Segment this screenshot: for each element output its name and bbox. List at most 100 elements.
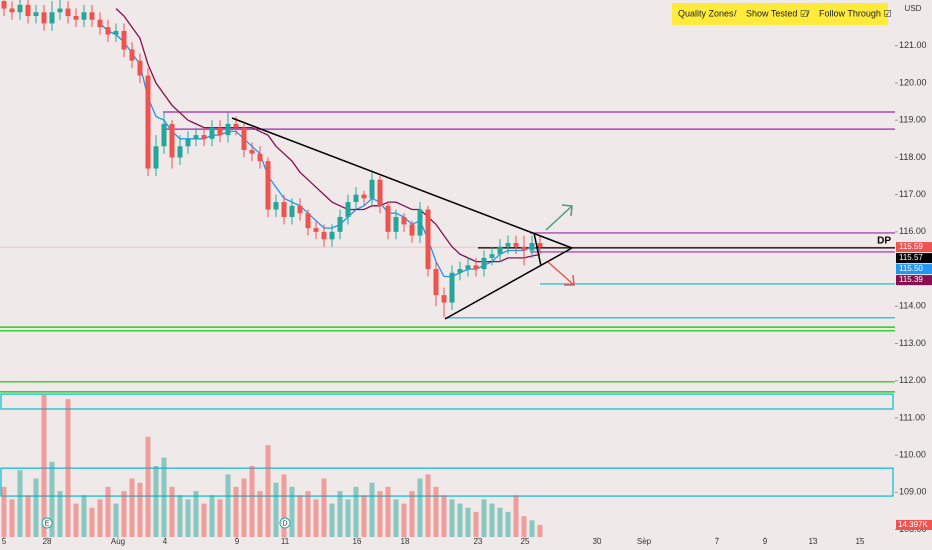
- candle-body: [57, 8, 63, 13]
- candle-body: [273, 202, 279, 210]
- candle-body: [297, 205, 303, 214]
- toolbar-item: /: [734, 8, 737, 18]
- volume-bar: [145, 436, 151, 537]
- x-tick-label: Aug: [111, 537, 125, 546]
- event-marker: [41, 517, 53, 529]
- candle-body: [425, 209, 431, 270]
- volume-bar: [305, 491, 311, 537]
- candle-body: [449, 272, 455, 303]
- event-marker: [279, 517, 291, 529]
- price-label: 115.39: [899, 275, 923, 284]
- candle-body: [81, 12, 87, 20]
- volume-bar: [513, 495, 519, 537]
- volume-bar: [481, 499, 487, 537]
- volume-bar: [169, 486, 175, 537]
- candle-body: [329, 231, 335, 240]
- candle-body: [9, 8, 15, 13]
- volume-bar: [153, 466, 159, 537]
- candle-body: [201, 135, 207, 139]
- price-label-box: [896, 275, 932, 286]
- y-tick-label: 113.00: [899, 338, 926, 348]
- candle-body: [17, 4, 23, 13]
- candle-body: [353, 194, 359, 203]
- volume-bar: [281, 474, 287, 537]
- volume-bar: [537, 524, 543, 537]
- candle-body: [337, 216, 343, 232]
- candle-body: [281, 202, 287, 217]
- y-tick-label: 121.00: [899, 40, 927, 50]
- candle-body: [265, 161, 271, 210]
- volume-layer: [1, 395, 543, 537]
- volume-label: 14.397K: [898, 520, 928, 529]
- candle-body: [209, 127, 215, 139]
- candle-body: [489, 254, 495, 258]
- price-label-box: [896, 264, 932, 275]
- arrow-head: [564, 274, 575, 286]
- candle-body: [25, 4, 31, 17]
- candle-body: [225, 123, 231, 136]
- volume-bar: [393, 499, 399, 537]
- volume-bar: [225, 474, 231, 537]
- volume-bar: [233, 486, 239, 537]
- volume-bar: [529, 520, 535, 537]
- volume-bar: [289, 486, 295, 537]
- drawings: [231, 117, 575, 320]
- trendline: [533, 232, 542, 267]
- toolbar: Quality Zones / Show Tested ☑ / Follow T…: [672, 3, 891, 25]
- volume-bar: [129, 478, 135, 537]
- volume-bar: [257, 491, 263, 537]
- volume-bar: [337, 491, 343, 537]
- volume-bar: [161, 457, 167, 537]
- volume-bar: [361, 495, 367, 537]
- y-tick-label: 116.00: [899, 226, 926, 236]
- volume-bar: [241, 478, 247, 537]
- x-tick-label: Sep: [637, 537, 652, 546]
- trendline: [231, 117, 573, 249]
- x-tick-label: 7: [715, 537, 720, 546]
- volume-bar: [265, 445, 271, 537]
- volume-bar: [185, 499, 191, 537]
- candle-body: [481, 257, 487, 270]
- candle-body: [513, 243, 519, 247]
- volume-bar: [9, 499, 15, 537]
- volume-bar: [81, 495, 87, 537]
- price-label: 115.57: [899, 253, 923, 262]
- volume-bar: [497, 507, 503, 537]
- candle-body: [185, 138, 191, 147]
- x-tick-label: 11: [281, 537, 290, 546]
- event-label: D: [282, 520, 287, 527]
- y-tick-label: 109.00: [899, 487, 927, 497]
- candle-body: [385, 205, 391, 232]
- candle-body: [89, 12, 95, 20]
- volume-bar: [113, 503, 119, 537]
- level-label: DP: [877, 235, 891, 246]
- volume-bar: [1, 486, 7, 537]
- candle-body: [537, 243, 543, 248]
- x-tick-label: 15: [856, 537, 865, 546]
- volume-bar: [217, 499, 223, 537]
- event-label: E: [45, 520, 50, 527]
- candle-body: [401, 216, 407, 225]
- candle-body: [193, 135, 199, 139]
- volume-bar: [329, 503, 335, 537]
- volume-bar: [441, 495, 447, 537]
- volume-bar: [73, 503, 79, 537]
- arrow-down: [547, 261, 575, 286]
- volume-bar: [489, 503, 495, 537]
- x-tick-label: 4: [163, 537, 168, 546]
- candle-body: [137, 60, 143, 76]
- volume-bar: [137, 482, 143, 537]
- x-tick-label: 13: [809, 537, 818, 546]
- trendline: [444, 247, 573, 320]
- zone: [0, 393, 894, 410]
- volume-bar: [41, 395, 47, 537]
- x-tick-label: 25: [521, 537, 530, 546]
- candle-body: [361, 194, 367, 199]
- candle-body: [153, 146, 159, 169]
- y-tick-label: 117.00: [899, 189, 926, 199]
- volume-bar: [89, 507, 95, 537]
- zone: [0, 467, 894, 497]
